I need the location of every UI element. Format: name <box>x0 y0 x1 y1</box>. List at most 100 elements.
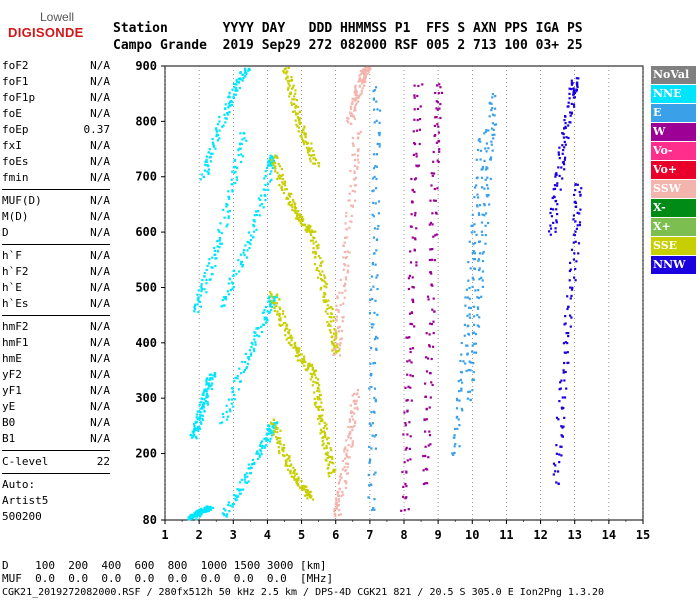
data-point-nne <box>206 401 209 404</box>
data-point-nne <box>206 388 209 391</box>
data-point-sse <box>319 264 322 267</box>
divider <box>2 315 110 316</box>
data-point-ssw <box>364 72 367 75</box>
data-point-w <box>427 298 430 301</box>
data-point-nne <box>238 489 241 492</box>
data-point-nne <box>238 367 241 370</box>
data-point-sse <box>287 86 290 89</box>
data-point-sse <box>325 459 328 462</box>
data-point-ssw <box>348 226 351 229</box>
data-point-nnw <box>553 187 557 190</box>
data-point-nne <box>268 161 272 164</box>
data-point-e <box>471 276 474 279</box>
data-point-nnw <box>575 205 578 208</box>
data-point-nne <box>270 178 273 181</box>
data-point-ssw <box>346 119 349 122</box>
data-point-nne <box>209 508 212 511</box>
data-point-sse <box>314 369 317 372</box>
data-point-nne <box>225 117 228 120</box>
data-point-ssw <box>362 73 366 76</box>
data-point-sse <box>292 466 295 469</box>
param-row: foF1 N/A <box>2 74 110 90</box>
param-row: yF1 N/A <box>2 383 110 399</box>
data-point-sse <box>317 417 320 420</box>
data-point-e <box>485 150 488 153</box>
data-point-sse <box>307 229 310 232</box>
data-point-e <box>377 212 380 215</box>
data-point-sse <box>296 125 299 128</box>
parameter-panel: foF2 N/A foF1 N/A foF1p N/A foE N/A foEp 0.37 fxI N… <box>2 58 110 525</box>
data-point-w <box>411 285 414 289</box>
data-point-nne <box>269 299 272 302</box>
data-point-w <box>424 454 427 458</box>
data-point-e <box>378 143 381 146</box>
data-point-sse <box>285 196 289 199</box>
data-point-e <box>481 270 485 273</box>
data-point-ssw <box>345 228 348 231</box>
data-point-nne <box>202 175 205 179</box>
data-point-sse <box>274 427 278 430</box>
data-point-e <box>471 379 474 382</box>
data-point-sse <box>271 302 274 305</box>
data-point-w <box>418 142 421 146</box>
data-point-w <box>425 407 428 410</box>
data-point-nne <box>197 425 200 429</box>
data-point-w <box>415 152 418 155</box>
param-row: yF2 N/A <box>2 367 110 383</box>
data-point-sse <box>293 205 296 208</box>
data-point-ssw <box>341 459 344 462</box>
data-point-w <box>408 447 411 450</box>
data-point-nnw <box>576 211 579 214</box>
data-point-w <box>412 300 415 304</box>
data-point-e <box>471 344 474 347</box>
data-point-sse <box>292 346 295 349</box>
data-point-w <box>402 433 405 436</box>
data-point-nne <box>265 439 268 442</box>
data-point-ssw <box>349 404 352 407</box>
data-point-sse <box>326 320 329 324</box>
data-point-w <box>405 399 408 402</box>
data-point-sse <box>297 484 300 487</box>
data-point-nnw <box>554 199 558 203</box>
data-point-sse <box>335 332 338 335</box>
x-tick-label: 10 <box>465 528 479 542</box>
data-point-e <box>476 307 480 310</box>
data-point-nne <box>203 272 206 275</box>
data-point-e <box>494 123 498 126</box>
data-point-sse <box>319 256 322 260</box>
data-point-e <box>371 261 374 265</box>
data-point-sse <box>302 361 305 364</box>
data-point-nnw <box>577 252 580 255</box>
data-point-e <box>486 195 489 198</box>
data-point-sse <box>269 421 273 424</box>
data-point-nne <box>218 246 221 249</box>
data-point-sse <box>295 346 298 349</box>
data-point-nne <box>213 372 216 375</box>
param-name: fxI <box>2 139 22 152</box>
data-point-sse <box>280 175 283 178</box>
data-point-ssw <box>348 456 351 459</box>
data-point-e <box>472 258 475 261</box>
data-point-nne <box>268 440 271 443</box>
data-point-nne <box>249 354 253 357</box>
data-point-nnw <box>567 101 570 104</box>
data-point-e <box>471 389 474 392</box>
data-point-sse <box>322 299 325 302</box>
data-point-w <box>429 372 432 375</box>
data-point-sse <box>296 479 299 482</box>
data-point-sse <box>319 428 323 431</box>
data-point-e <box>374 202 377 205</box>
data-point-e <box>466 314 469 317</box>
data-point-e <box>368 311 372 315</box>
data-point-nne <box>199 414 202 417</box>
data-point-sse <box>300 360 303 363</box>
data-point-nne <box>270 170 273 173</box>
data-point-e <box>371 190 374 193</box>
data-point-nne <box>234 93 237 96</box>
data-point-sse <box>327 324 330 327</box>
data-point-ssw <box>354 84 357 87</box>
data-point-sse <box>280 185 283 188</box>
data-point-w <box>409 374 412 377</box>
data-point-w <box>431 248 434 251</box>
data-point-sse <box>290 103 293 106</box>
